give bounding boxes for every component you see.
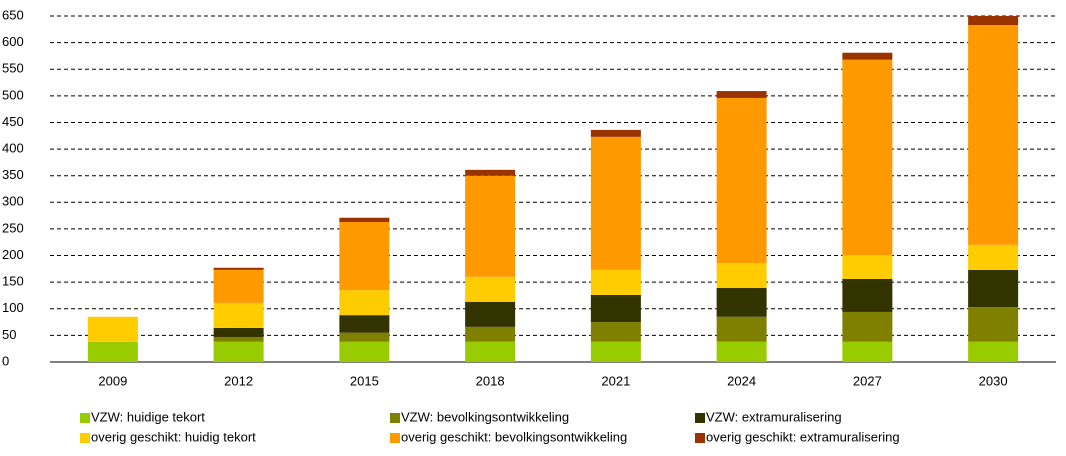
legend-swatch xyxy=(390,433,400,443)
y-tick-label: 550 xyxy=(2,61,24,76)
bar-segment xyxy=(339,290,390,316)
bar-segment xyxy=(842,278,893,312)
y-tick-label: 600 xyxy=(2,34,24,49)
bar-segment xyxy=(213,267,264,270)
y-tick-label: 300 xyxy=(2,194,24,209)
x-tick-label: 2024 xyxy=(727,373,756,388)
legend-swatch xyxy=(80,433,90,443)
bar-segment xyxy=(968,269,1019,308)
bar-segment xyxy=(339,341,390,362)
legend-label: overig geschikt: huidig tekort xyxy=(91,429,256,444)
bar-segment xyxy=(213,327,264,337)
x-tick-label: 2012 xyxy=(224,373,253,388)
bar-segment xyxy=(465,276,516,302)
bar-segment xyxy=(339,217,390,223)
y-tick-label: 50 xyxy=(2,327,16,342)
bar-segment xyxy=(87,316,138,342)
x-tick-label: 2030 xyxy=(979,373,1008,388)
bar-segment xyxy=(842,311,893,342)
bar-segment xyxy=(465,326,516,342)
bar-segment xyxy=(968,341,1019,362)
legend-swatch xyxy=(80,413,90,423)
bar-segment xyxy=(465,301,516,327)
x-tick-label: 2018 xyxy=(476,373,505,388)
legend-label: VZW: huidige tekort xyxy=(91,409,205,424)
y-tick-label: 650 xyxy=(2,7,24,22)
legend-swatch xyxy=(390,413,400,423)
y-tick-label: 100 xyxy=(2,300,24,315)
bar-segment xyxy=(716,288,767,317)
bar-segment xyxy=(590,136,641,270)
y-tick-label: 250 xyxy=(2,220,24,235)
bar-segment xyxy=(213,302,264,328)
bar-segment xyxy=(842,52,893,60)
bar-segment xyxy=(716,316,767,342)
y-tick-label: 350 xyxy=(2,167,24,182)
bar-segment xyxy=(842,59,893,256)
bar-segment xyxy=(968,244,1019,270)
bar-segment xyxy=(465,175,516,277)
bar-segment xyxy=(339,315,390,333)
x-tick-label: 2009 xyxy=(98,373,127,388)
bar-segment xyxy=(716,91,767,98)
bar-segment xyxy=(590,341,641,362)
legend-label: overig geschikt: extramuralisering xyxy=(706,429,900,444)
bar-segment xyxy=(590,322,641,342)
bar-segment xyxy=(842,341,893,362)
bar-segment xyxy=(716,341,767,362)
x-tick-label: 2027 xyxy=(853,373,882,388)
legend-label: VZW: extramuralisering xyxy=(706,409,842,424)
bar-segment xyxy=(716,97,767,263)
x-tick-label: 2021 xyxy=(601,373,630,388)
bar-segment xyxy=(590,269,641,295)
y-tick-label: 200 xyxy=(2,247,24,262)
y-tick-label: 500 xyxy=(2,87,24,102)
legend-label: VZW: bevolkingsontwikkeling xyxy=(401,409,569,424)
y-tick-label: 400 xyxy=(2,141,24,156)
bar-segment xyxy=(968,16,1019,26)
y-tick-label: 150 xyxy=(2,274,24,289)
bar-segment xyxy=(339,332,390,342)
y-tick-label: 450 xyxy=(2,114,24,129)
bar-segment xyxy=(465,341,516,362)
y-tick-label: 0 xyxy=(2,353,9,368)
legend-label: overig geschikt: bevolkingsontwikkeling xyxy=(401,429,627,444)
bar-segment xyxy=(87,341,138,362)
legend-swatch xyxy=(695,433,705,443)
bar-segment xyxy=(968,25,1019,245)
legend-swatch xyxy=(695,413,705,423)
bar-segment xyxy=(339,222,390,291)
bar-segment xyxy=(968,307,1019,342)
bar-segment xyxy=(465,169,516,176)
bar-segment xyxy=(842,255,893,279)
x-tick-label: 2015 xyxy=(350,373,379,388)
bar-segment xyxy=(213,341,264,362)
bar-segment xyxy=(590,129,641,137)
bar-segment xyxy=(213,269,264,303)
bar-segment xyxy=(716,262,767,289)
bar-segment xyxy=(590,294,641,323)
bar-segment xyxy=(213,336,264,342)
